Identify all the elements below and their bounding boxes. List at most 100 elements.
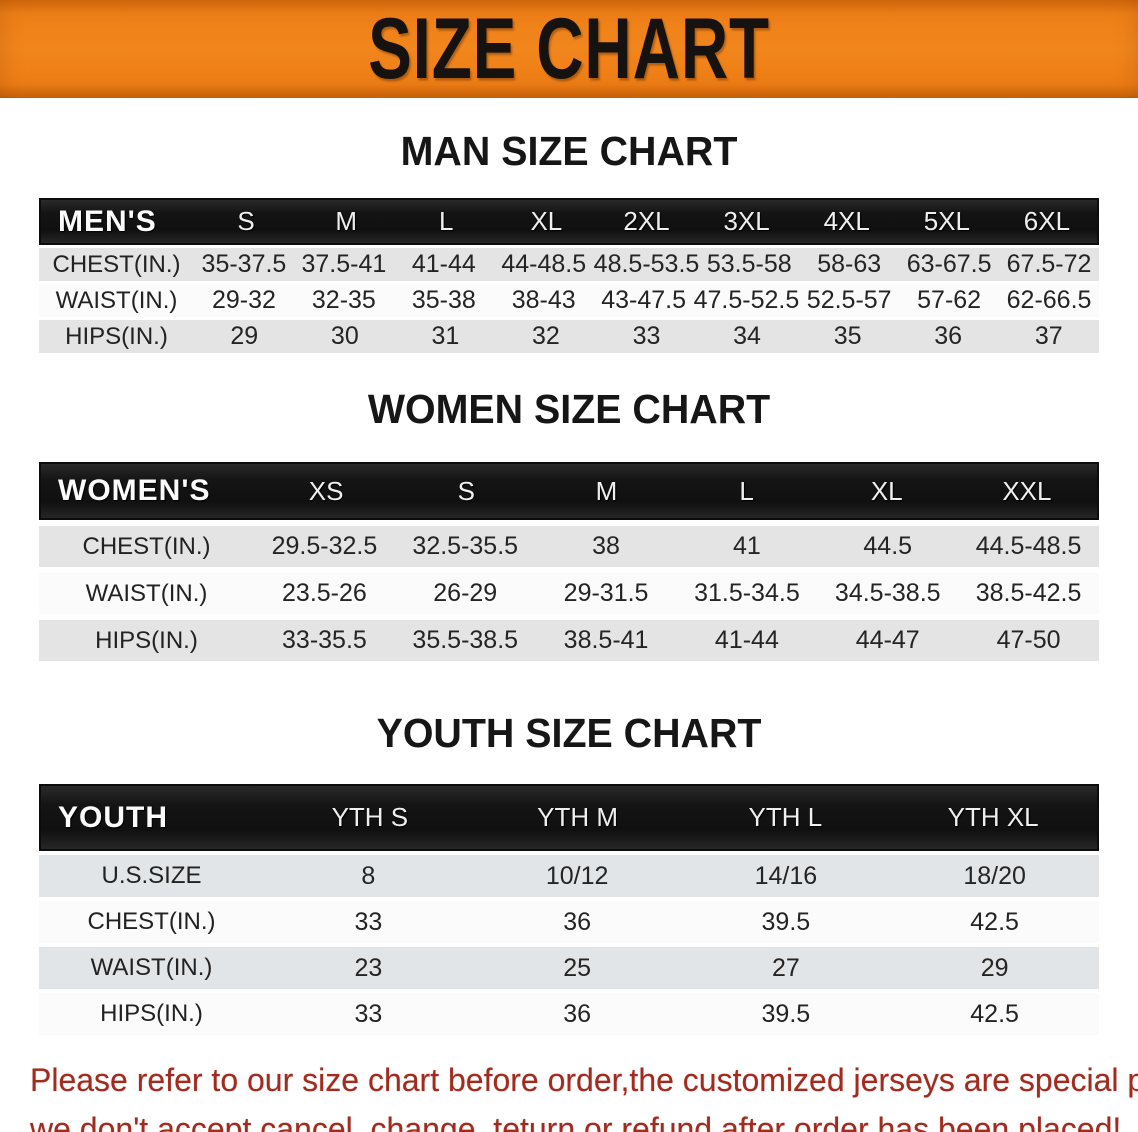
size-value-cell: 53.5-58 [706, 250, 792, 278]
men-size-table: MEN'S S M L XL 2XL 3XL 4XL 5XL 6XL CHEST(IN.) 35-37… [39, 198, 1099, 353]
size-column-header: 4XL [823, 206, 870, 236]
row-label: WAIST(IN.) [55, 286, 178, 314]
table-header-row: WOMEN'S XS S M L XL XXL [39, 462, 1099, 520]
size-value-cell: 29-31.5 [563, 579, 649, 607]
size-value-cell: 32 [532, 322, 560, 350]
size-column-header: XL [870, 475, 903, 506]
youth-size-table: YOUTH YTH S YTH M YTH L YTH XL U.S.SIZE 8 10/12… [39, 784, 1099, 1035]
row-label: HIPS(IN.) [100, 1000, 203, 1027]
size-column-header: XL [530, 206, 563, 236]
size-value-cell: 25 [563, 953, 592, 982]
size-value-cell: 32-35 [311, 286, 376, 314]
size-value-cell: 34 [733, 322, 761, 350]
size-value-cell: 44.5 [863, 532, 913, 560]
size-value-cell: 44.5-48.5 [975, 532, 1082, 560]
size-column-header: L [739, 475, 754, 506]
size-column-header: XS [308, 475, 344, 506]
size-value-cell: 33 [354, 999, 383, 1028]
size-column-header: S [457, 475, 475, 506]
men-section-title: MAN SIZE CHART [400, 128, 738, 174]
size-value-cell: 26-29 [433, 579, 498, 607]
size-value-cell: 41-44 [411, 250, 476, 278]
size-value-cell: 35-38 [411, 286, 476, 314]
size-column-header: 6XL [1023, 206, 1071, 236]
size-column-header: YTH S [331, 802, 409, 832]
size-value-cell: 33-35.5 [282, 626, 367, 654]
size-value-cell: 48.5-53.5 [593, 250, 700, 278]
size-value-cell: 36 [934, 322, 963, 350]
table-corner-label: WOMEN'S [58, 474, 211, 507]
youth-size-section: YOUTH SIZE CHART YOUTH YTH S YTH M YTH L YTH… [0, 710, 1138, 1035]
size-value-cell: 38-43 [511, 286, 576, 314]
size-value-cell: 14/16 [754, 861, 818, 890]
size-value-cell: 18/20 [963, 861, 1026, 890]
table-row: WAIST(IN.) 29-32 32-35 35-38 38-43 43-47.5 47.… [39, 284, 1099, 317]
size-value-cell: 38.5-41 [563, 626, 649, 654]
size-value-cell: 29 [980, 953, 1009, 982]
size-column-header: S [237, 206, 255, 236]
size-value-cell: 35.5-38.5 [412, 626, 519, 654]
size-value-cell: 37 [1034, 322, 1063, 350]
size-value-cell: 27 [771, 953, 800, 982]
size-value-cell: 39.5 [761, 999, 811, 1028]
size-value-cell: 62-66.5 [1006, 286, 1092, 314]
size-value-cell: 31 [431, 322, 460, 350]
table-row: WAIST(IN.) 23.5-26 26-29 29-31.5 31.5-34.5 34… [39, 573, 1099, 614]
youth-section-title: YOUTH SIZE CHART [376, 710, 762, 756]
size-column-header: L [439, 206, 454, 236]
table-row: WAIST(IN.) 23 25 27 29 [39, 947, 1099, 989]
size-value-cell: 52.5-57 [806, 286, 892, 314]
size-value-cell: 31.5-34.5 [694, 579, 800, 607]
size-column-header: 2XL [623, 206, 670, 236]
table-row: CHEST(IN.) 35-37.5 37.5-41 41-44 44-48.5 48.5… [39, 248, 1099, 281]
banner: SIZE CHART [0, 0, 1138, 98]
women-section-title: WOMEN SIZE CHART [367, 386, 771, 432]
row-label: CHEST(IN.) [82, 532, 211, 560]
row-label: CHEST(IN.) [52, 250, 181, 278]
row-label: U.S.SIZE [101, 862, 202, 889]
size-value-cell: 47-50 [996, 626, 1061, 654]
size-value-cell: 47.5-52.5 [693, 286, 800, 314]
disclaimer-line-2: we don't accept cancel, change, teturn o… [30, 1110, 1122, 1132]
size-column-header: YTH L [748, 802, 823, 832]
size-value-cell: 42.5 [970, 999, 1019, 1028]
table-header-row: YOUTH YTH S YTH M YTH L YTH XL [39, 784, 1099, 851]
size-value-cell: 43-47.5 [601, 286, 687, 314]
table-row: U.S.SIZE 8 10/12 14/16 18/20 [39, 855, 1099, 897]
size-value-cell: 41-44 [714, 626, 779, 654]
size-value-cell: 10/12 [545, 861, 609, 890]
size-value-cell: 67.5-72 [1006, 250, 1092, 278]
size-value-cell: 44-47 [855, 626, 920, 654]
row-label: CHEST(IN.) [87, 908, 216, 935]
size-value-cell: 23.5-26 [282, 579, 367, 607]
table-header-row: MEN'S S M L XL 2XL 3XL 4XL 5XL 6XL [39, 198, 1099, 245]
size-value-cell: 36 [563, 999, 592, 1028]
women-size-section: WOMEN SIZE CHART WOMEN'S XS S M L XL XXL CHEST(… [0, 386, 1138, 661]
size-value-cell: 33 [354, 907, 383, 936]
size-value-cell: 39.5 [761, 907, 811, 936]
women-size-table: WOMEN'S XS S M L XL XXL CHEST(IN.) 29.5-32.5 32.5… [39, 462, 1099, 661]
size-value-cell: 30 [330, 322, 359, 350]
size-column-header: 5XL [923, 206, 970, 236]
size-value-cell: 33 [632, 322, 661, 350]
size-value-cell: 35-37.5 [201, 250, 287, 278]
table-corner-label: YOUTH [58, 800, 168, 834]
size-value-cell: 63-67.5 [906, 250, 992, 278]
size-value-cell: 29 [230, 322, 259, 350]
table-row: HIPS(IN.) 33 36 39.5 42.5 [39, 993, 1099, 1035]
size-value-cell: 8 [361, 861, 376, 890]
row-label: WAIST(IN.) [85, 579, 208, 607]
size-value-cell: 35 [833, 322, 862, 350]
size-value-cell: 58-63 [817, 250, 882, 278]
disclaimer-line-1: Please refer to our size chart before or… [30, 1062, 1138, 1098]
size-value-cell: 34.5-38.5 [834, 579, 941, 607]
table-corner-label: MEN'S [58, 204, 157, 238]
size-value-cell: 44-48.5 [501, 250, 587, 278]
row-label: HIPS(IN.) [65, 322, 168, 350]
size-value-cell: 36 [563, 907, 592, 936]
row-label: WAIST(IN.) [90, 954, 213, 981]
row-label: HIPS(IN.) [95, 626, 198, 654]
disclaimer-text: Please refer to our size chart before or… [30, 1056, 1138, 1132]
size-column-header: YTH XL [947, 802, 1039, 832]
